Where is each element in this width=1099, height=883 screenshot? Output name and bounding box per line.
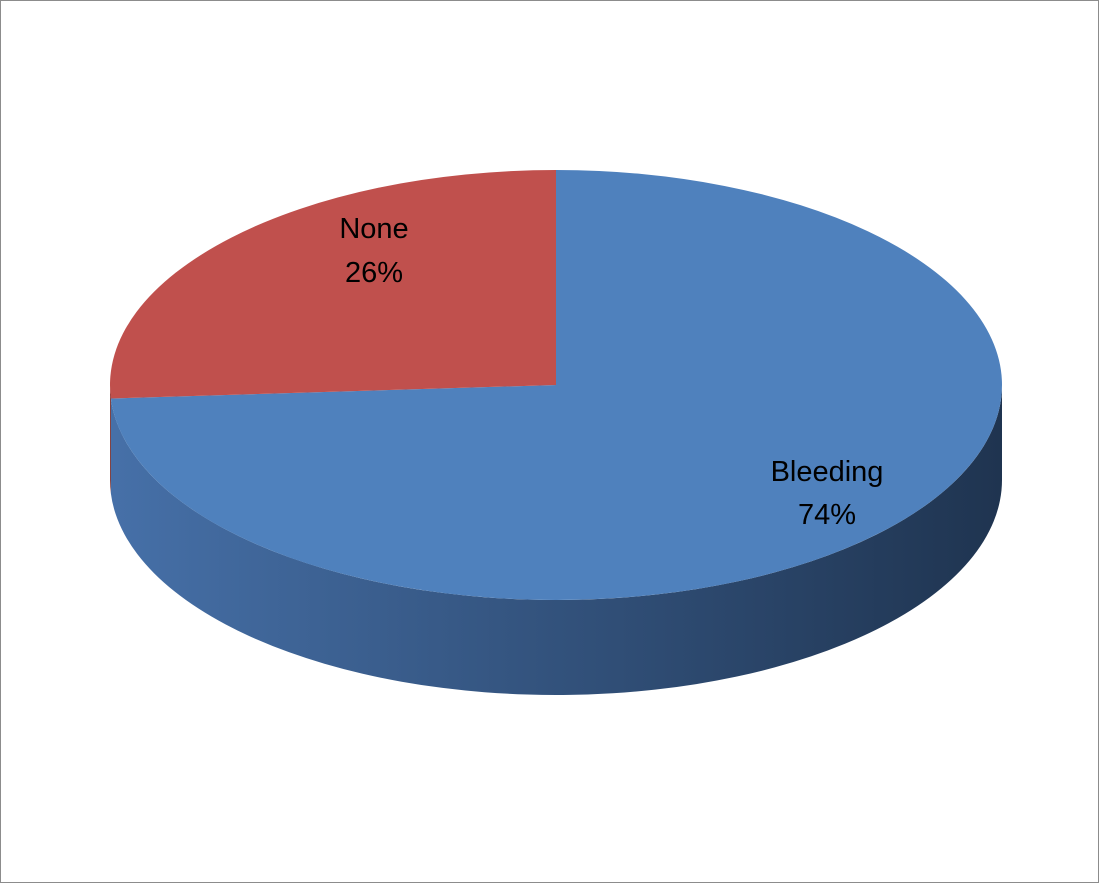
slice-bleeding <box>110 170 1003 600</box>
pie-tops <box>110 170 1003 600</box>
slice-percent-bleeding: 74% <box>798 499 856 531</box>
slice-percent-none: 26% <box>345 257 403 289</box>
slice-label-none: None <box>339 213 408 245</box>
pie-labels: None 26% Bleeding 74% <box>339 213 883 531</box>
slice-side-bleeding <box>110 385 1003 696</box>
slice-none <box>110 170 556 399</box>
pie-sides <box>110 385 1003 696</box>
slice-side-none <box>110 385 111 494</box>
slice-label-bleeding: Bleeding <box>771 456 884 488</box>
